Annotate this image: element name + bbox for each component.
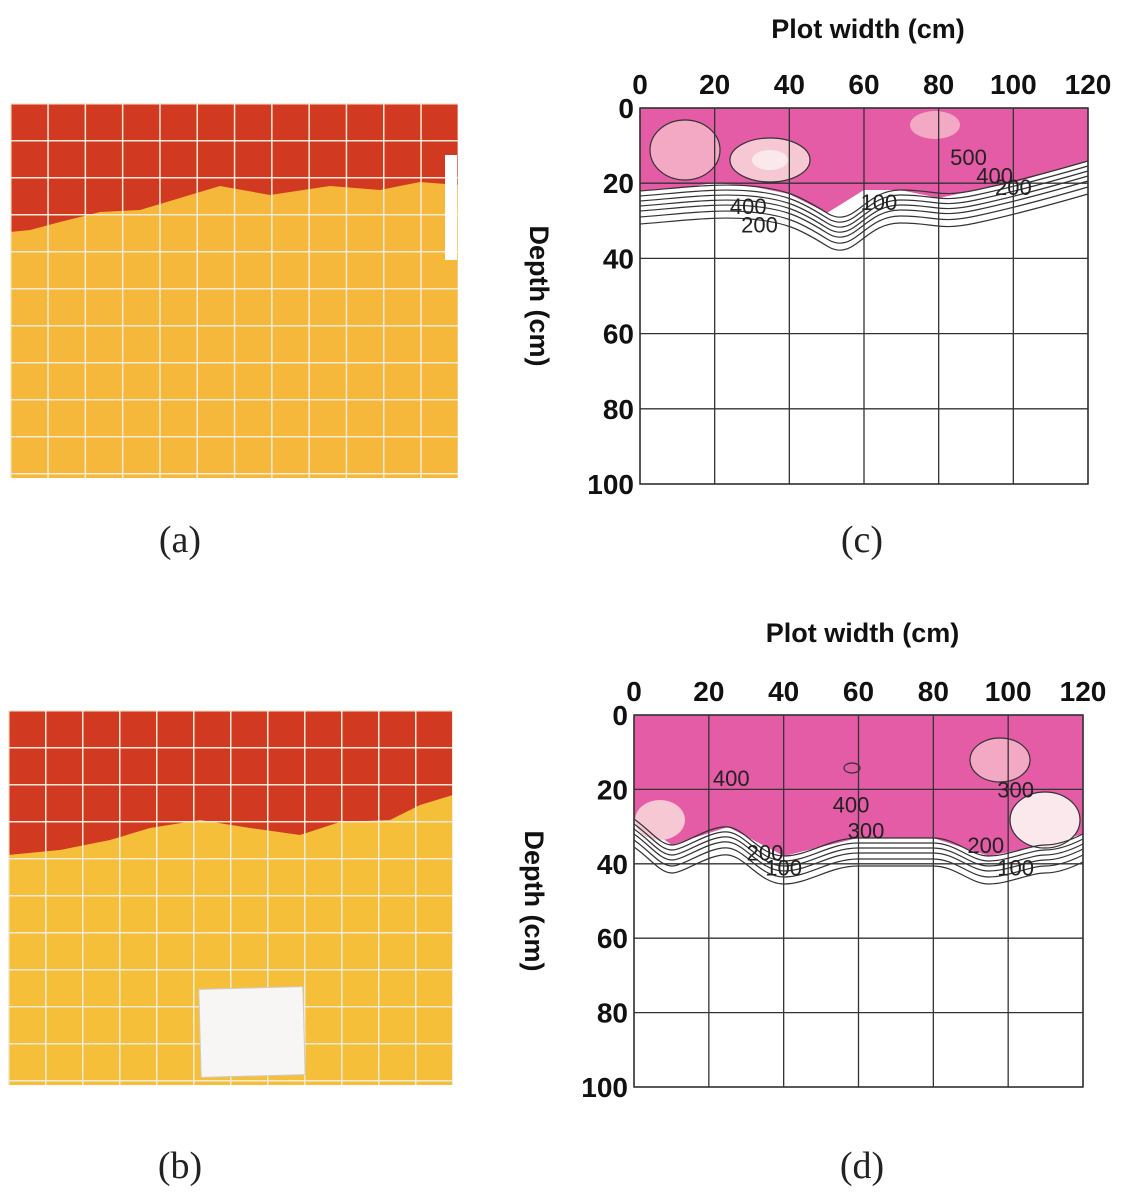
contour-label: 100: [765, 856, 802, 881]
y-axis-label: Depth (cm): [524, 226, 554, 367]
y-tick-label: 40: [603, 243, 634, 274]
contour-label: 400: [976, 164, 1013, 189]
x-tick-label: 100: [990, 69, 1037, 100]
x-tick-label: 20: [693, 676, 724, 707]
panel-label: (a): [159, 519, 201, 561]
contour-label: 100: [997, 856, 1034, 881]
panel-label: (c): [841, 519, 883, 561]
x-tick-label: 40: [768, 676, 799, 707]
y-tick-label: 100: [587, 469, 634, 500]
panel-label: (d): [840, 1145, 884, 1187]
contour-label: 100: [861, 190, 898, 215]
photo-b: [8, 710, 453, 1085]
x-tick-label: 0: [626, 676, 642, 707]
x-tick-label: 20: [699, 69, 730, 100]
x-axis-label: Plot width (cm): [771, 14, 964, 44]
contour-label: 400: [730, 194, 767, 219]
contour-label: 300: [848, 818, 885, 843]
contour-label: 200: [741, 213, 778, 238]
x-tick-label: 120: [1060, 676, 1107, 707]
y-tick-label: 60: [603, 319, 634, 350]
y-tick-label: 0: [612, 700, 628, 731]
y-tick-label: 80: [597, 998, 628, 1029]
x-tick-label: 80: [923, 69, 954, 100]
photo-a: [10, 103, 458, 478]
x-tick-label: 120: [1065, 69, 1112, 100]
contour-label: 400: [713, 766, 750, 791]
y-tick-label: 100: [581, 1072, 628, 1103]
contour-label: 200: [967, 833, 1004, 858]
panel-label: (b): [158, 1145, 202, 1187]
x-tick-label: 0: [632, 69, 648, 100]
contour-label: 400: [833, 792, 870, 817]
y-tick-label: 80: [603, 394, 634, 425]
y-tick-label: 40: [597, 849, 628, 880]
y-tick-label: 20: [603, 168, 634, 199]
contour-label: 200: [747, 841, 784, 866]
x-tick-label: 60: [843, 676, 874, 707]
x-tick-label: 40: [774, 69, 805, 100]
contour-label: 300: [997, 777, 1034, 802]
x-tick-label: 100: [985, 676, 1032, 707]
x-tick-label: 80: [918, 676, 949, 707]
x-tick-label: 60: [848, 69, 879, 100]
x-axis-label: Plot width (cm): [766, 618, 959, 648]
y-tick-label: 0: [618, 93, 634, 124]
contour-label: 500: [950, 145, 987, 170]
contour-label: 200: [995, 175, 1032, 200]
plot-frame: [639, 107, 1089, 485]
plot-frame: [633, 714, 1084, 1088]
y-axis-label: Depth (cm): [519, 831, 549, 972]
y-tick-label: 60: [597, 923, 628, 954]
y-tick-label: 20: [597, 774, 628, 805]
